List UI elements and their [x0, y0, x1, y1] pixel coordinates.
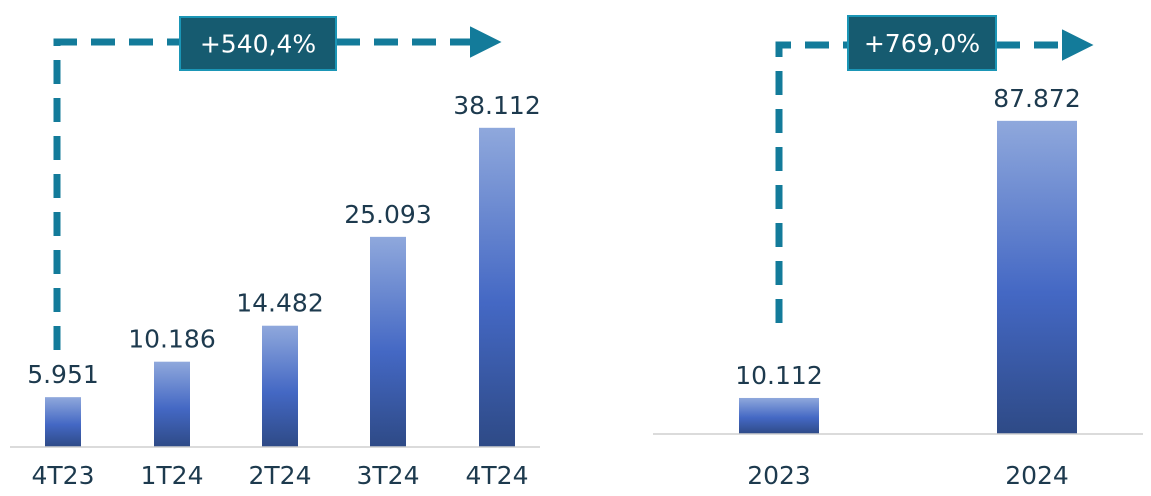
chart-1-bar-4T24: [479, 127, 515, 447]
chart-1-growth-arrow-line: [53, 38, 180, 350]
chart-1-category-label: 1T24: [141, 461, 204, 490]
chart-1-value-label: 14.482: [236, 289, 323, 318]
bars-layer: [45, 120, 1077, 447]
labels-layer: 5.951 4T23 10.186 1T24 14.482 2T24 25.093 3T24 3…: [27, 84, 1081, 490]
chart-2-bar-2023: [739, 397, 819, 434]
axes-layer: [10, 433, 1143, 448]
chart-1-bar-1T24: [154, 361, 190, 447]
chart-1-category-label: 3T24: [357, 461, 420, 490]
chart-2-category-label: 2024: [1005, 461, 1069, 490]
chart-1-value-label: 10.186: [128, 325, 215, 354]
chart-2-bar-2024: [997, 120, 1077, 435]
chart-1-bar-2T24: [262, 325, 298, 447]
chart-1-bar-4T23: [45, 397, 81, 447]
chart-2-value-label: 10.112: [735, 361, 822, 390]
growth-arrows-layer: +540,4% +769,0%: [53, 15, 1094, 350]
chart-2-growth-arrow-line: [775, 41, 848, 323]
chart-2-growth-box: [847, 15, 997, 71]
chart-1-bar-3T24: [370, 236, 406, 447]
chart-1-value-label: 25.093: [344, 200, 431, 229]
chart-1-category-label: 4T23: [32, 461, 95, 490]
chart-1-category-label: 2T24: [249, 461, 312, 490]
chart-1-value-label: 5.951: [27, 360, 99, 389]
chart-1-category-label: 4T24: [466, 461, 529, 490]
chart-2-growth-label: +769,0%: [864, 29, 980, 58]
chart-2-value-label: 87.872: [993, 84, 1080, 113]
chart-1-value-label: 38.112: [453, 91, 540, 120]
chart-1-growth-box: [179, 16, 337, 71]
chart-2-category-label: 2023: [747, 461, 811, 490]
chart-1-growth-label: +540,4%: [200, 30, 316, 59]
